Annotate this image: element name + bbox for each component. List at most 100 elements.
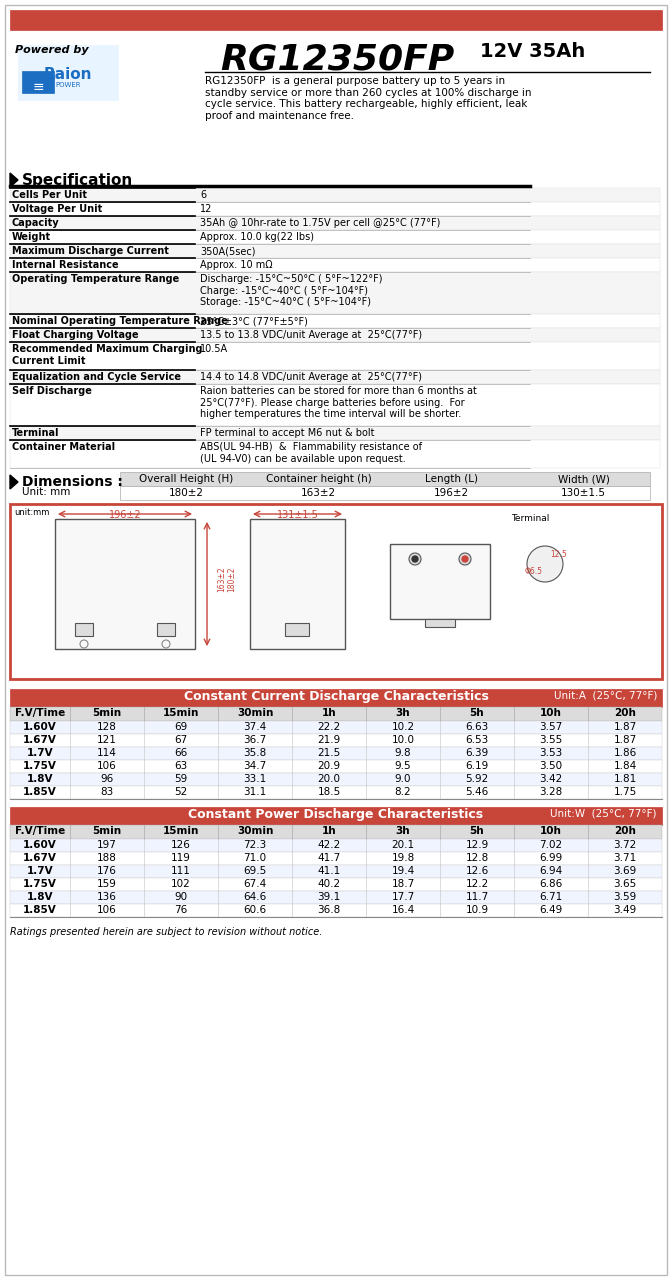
- Bar: [120, 472, 650, 486]
- Text: 1.86: 1.86: [614, 748, 636, 758]
- Text: ≡: ≡: [32, 79, 44, 93]
- Bar: [10, 230, 660, 244]
- Text: 33.1: 33.1: [243, 774, 267, 783]
- Text: Internal Resistance: Internal Resistance: [12, 260, 119, 270]
- Bar: [10, 806, 662, 826]
- Text: 21.9: 21.9: [317, 735, 341, 745]
- Text: Terminal: Terminal: [511, 515, 549, 524]
- Text: Self Discharge: Self Discharge: [12, 387, 92, 396]
- Text: 63: 63: [174, 762, 187, 771]
- Text: 159: 159: [97, 879, 117, 890]
- Text: 6.39: 6.39: [466, 748, 489, 758]
- Text: 25°C±3°C (77°F±5°F): 25°C±3°C (77°F±5°F): [200, 316, 308, 326]
- Text: 9.0: 9.0: [394, 774, 411, 783]
- Text: 3.65: 3.65: [614, 879, 636, 890]
- Text: 71.0: 71.0: [243, 852, 267, 863]
- Text: 6.71: 6.71: [540, 892, 562, 902]
- Text: 20.9: 20.9: [317, 762, 341, 771]
- Text: 90: 90: [175, 892, 187, 902]
- Text: Unit:W  (25°C, 77°F): Unit:W (25°C, 77°F): [550, 808, 657, 818]
- Text: 114: 114: [97, 748, 117, 758]
- Text: 6.49: 6.49: [540, 905, 562, 915]
- Text: 35Ah @ 10hr-rate to 1.75V per cell @25°C (77°F): 35Ah @ 10hr-rate to 1.75V per cell @25°C…: [200, 218, 440, 228]
- Text: ABS(UL 94-HB)  &  Flammability resistance of
(UL 94-V0) can be available upon re: ABS(UL 94-HB) & Flammability resistance …: [200, 442, 422, 463]
- Text: 1.85V: 1.85V: [23, 905, 57, 915]
- Bar: [10, 760, 662, 773]
- Text: 3.50: 3.50: [540, 762, 562, 771]
- Text: 14.4 to 14.8 VDC/unit Average at  25°C(77°F): 14.4 to 14.8 VDC/unit Average at 25°C(77…: [200, 372, 422, 381]
- Text: 1.60V: 1.60V: [23, 840, 57, 850]
- Text: 12.2: 12.2: [466, 879, 489, 890]
- Text: Dimensions :: Dimensions :: [22, 475, 123, 489]
- Bar: [10, 721, 662, 733]
- Text: 20h: 20h: [614, 826, 636, 836]
- Text: 136: 136: [97, 892, 117, 902]
- Circle shape: [459, 553, 471, 564]
- Text: 9.5: 9.5: [394, 762, 411, 771]
- Text: 6.53: 6.53: [466, 735, 489, 745]
- Text: 1.84: 1.84: [614, 762, 636, 771]
- Text: 3.53: 3.53: [540, 748, 562, 758]
- Text: 9.8: 9.8: [394, 748, 411, 758]
- Text: 1.75: 1.75: [614, 787, 636, 797]
- Text: 6.19: 6.19: [466, 762, 489, 771]
- Text: 35.8: 35.8: [243, 748, 267, 758]
- Text: unit:mm: unit:mm: [14, 508, 49, 517]
- Text: 22.2: 22.2: [317, 722, 341, 732]
- Text: 1.7V: 1.7V: [27, 867, 53, 876]
- Text: 3.28: 3.28: [540, 787, 562, 797]
- Text: 6.86: 6.86: [540, 879, 562, 890]
- Text: 40.2: 40.2: [317, 879, 341, 890]
- Bar: [10, 748, 662, 760]
- Text: 10h: 10h: [540, 708, 562, 718]
- Bar: [38, 87, 46, 91]
- Text: 1.75V: 1.75V: [23, 762, 57, 771]
- Text: 59: 59: [174, 774, 187, 783]
- Bar: [10, 384, 660, 426]
- Bar: [10, 504, 662, 678]
- Text: Cells Per Unit: Cells Per Unit: [12, 189, 87, 200]
- Text: 41.1: 41.1: [317, 867, 341, 876]
- Bar: [10, 440, 660, 468]
- Text: 30min: 30min: [237, 826, 274, 836]
- Bar: [10, 865, 662, 878]
- Text: 21.5: 21.5: [317, 748, 341, 758]
- Text: 34.7: 34.7: [243, 762, 267, 771]
- Text: 3.72: 3.72: [614, 840, 636, 850]
- Bar: [18, 45, 118, 100]
- Bar: [10, 202, 660, 216]
- Text: 6.99: 6.99: [540, 852, 562, 863]
- Text: 69.5: 69.5: [243, 867, 267, 876]
- Text: Discharge: -15°C~50°C ( 5°F~122°F)
Charge: -15°C~40°C ( 5°F~104°F)
Storage: -15°: Discharge: -15°C~50°C ( 5°F~122°F) Charg…: [200, 274, 382, 307]
- Text: 1.60V: 1.60V: [23, 722, 57, 732]
- Text: 16.4: 16.4: [391, 905, 415, 915]
- Text: Constant Current Discharge Characteristics: Constant Current Discharge Characteristi…: [183, 690, 489, 703]
- Text: 3.69: 3.69: [614, 867, 636, 876]
- Bar: [120, 486, 650, 500]
- Text: Weight: Weight: [12, 232, 51, 242]
- Text: 106: 106: [97, 762, 117, 771]
- Text: 10.9: 10.9: [466, 905, 489, 915]
- Text: 8.2: 8.2: [394, 787, 411, 797]
- Text: 6.94: 6.94: [540, 867, 562, 876]
- Text: 10.0: 10.0: [392, 735, 415, 745]
- Text: 10.5A: 10.5A: [200, 344, 228, 355]
- Bar: [24, 87, 32, 91]
- Text: 3.71: 3.71: [614, 852, 636, 863]
- Text: Length (L): Length (L): [425, 474, 478, 484]
- Polygon shape: [10, 475, 18, 489]
- Text: 196±2: 196±2: [109, 509, 141, 520]
- Text: 42.2: 42.2: [317, 840, 341, 850]
- Text: Equalization and Cycle Service: Equalization and Cycle Service: [12, 372, 181, 381]
- Text: Unit:A  (25°C, 77°F): Unit:A (25°C, 77°F): [554, 690, 657, 700]
- Bar: [10, 838, 662, 852]
- Text: Container height (h): Container height (h): [266, 474, 372, 484]
- Text: 15min: 15min: [163, 826, 199, 836]
- Text: 19.4: 19.4: [391, 867, 415, 876]
- Text: Nominal Operating Temperature Range: Nominal Operating Temperature Range: [12, 316, 228, 326]
- Text: 20h: 20h: [614, 708, 636, 718]
- Text: 12.6: 12.6: [466, 867, 489, 876]
- Text: 5h: 5h: [470, 826, 485, 836]
- Text: Terminal: Terminal: [12, 428, 60, 438]
- Bar: [10, 773, 662, 786]
